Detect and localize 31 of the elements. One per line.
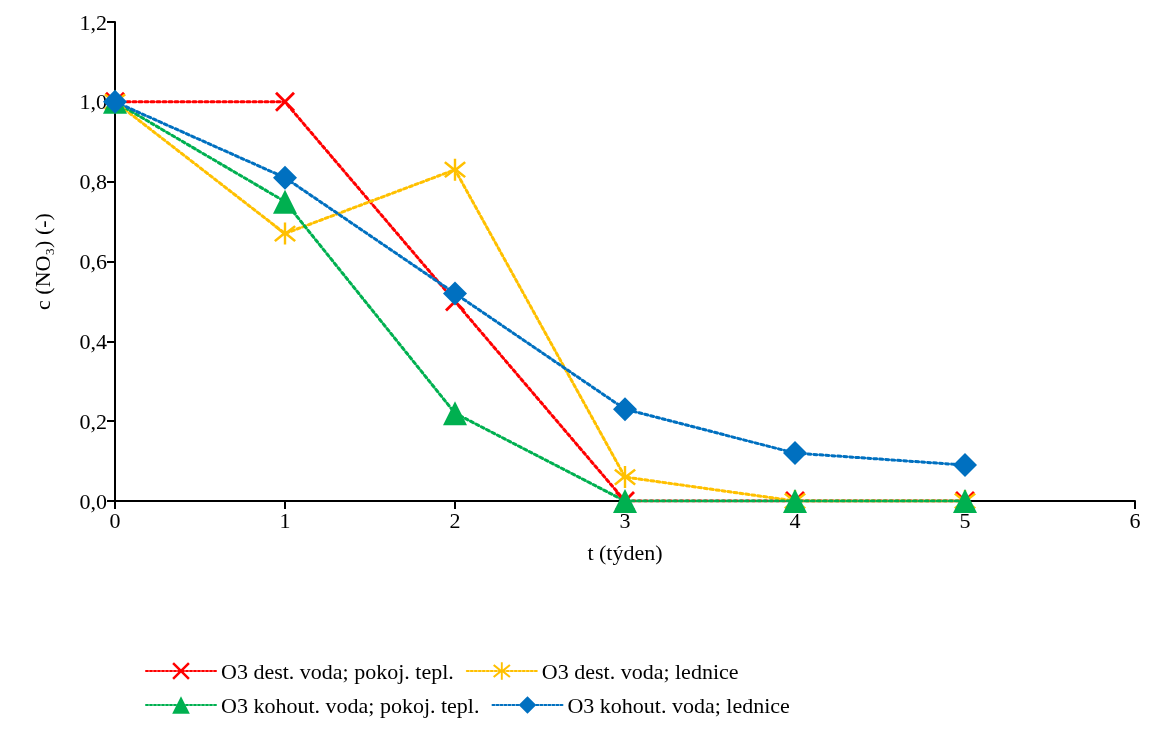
- point: [613, 397, 637, 422]
- point: [443, 281, 467, 306]
- point: [274, 222, 296, 245]
- x-tick-label: 0: [109, 507, 121, 533]
- legend-label: O3 kohout. voda; pokoj. tepl.: [221, 692, 480, 718]
- y-tick-label: 0,6: [79, 249, 107, 274]
- x-axis-title: t (týden): [587, 539, 663, 565]
- y-tick-label: 0,0: [79, 488, 107, 514]
- y-tick-label: 1,0: [79, 89, 107, 115]
- point: [443, 401, 467, 426]
- legend-label: O3 dest. voda; pokoj. tepl.: [221, 658, 454, 684]
- legend-label: O3 kohout. voda; lednice: [567, 692, 790, 718]
- y-axis-title: c (NO₃) (-): [29, 213, 55, 310]
- x-tick-label: 5: [959, 507, 971, 533]
- y-tick-label: 0,4: [79, 328, 107, 354]
- x-tick-label: 1: [279, 507, 291, 533]
- y-tick-label: 0,2: [79, 408, 107, 434]
- x-tick-label: 4: [789, 507, 801, 533]
- legend-label: O3 dest. voda; lednice: [541, 658, 739, 684]
- point: [275, 91, 295, 112]
- point: [273, 189, 297, 214]
- x-tick-label: 6: [1129, 507, 1141, 533]
- point: [614, 466, 636, 489]
- point: [953, 453, 977, 478]
- x-tick-label: 2: [449, 507, 461, 533]
- point: [273, 165, 297, 190]
- y-tick-label: 0,8: [79, 169, 107, 195]
- y-tick-label: 1,2: [79, 9, 107, 35]
- x-tick-label: 3: [619, 507, 631, 533]
- point: [783, 441, 807, 466]
- point: [444, 158, 466, 181]
